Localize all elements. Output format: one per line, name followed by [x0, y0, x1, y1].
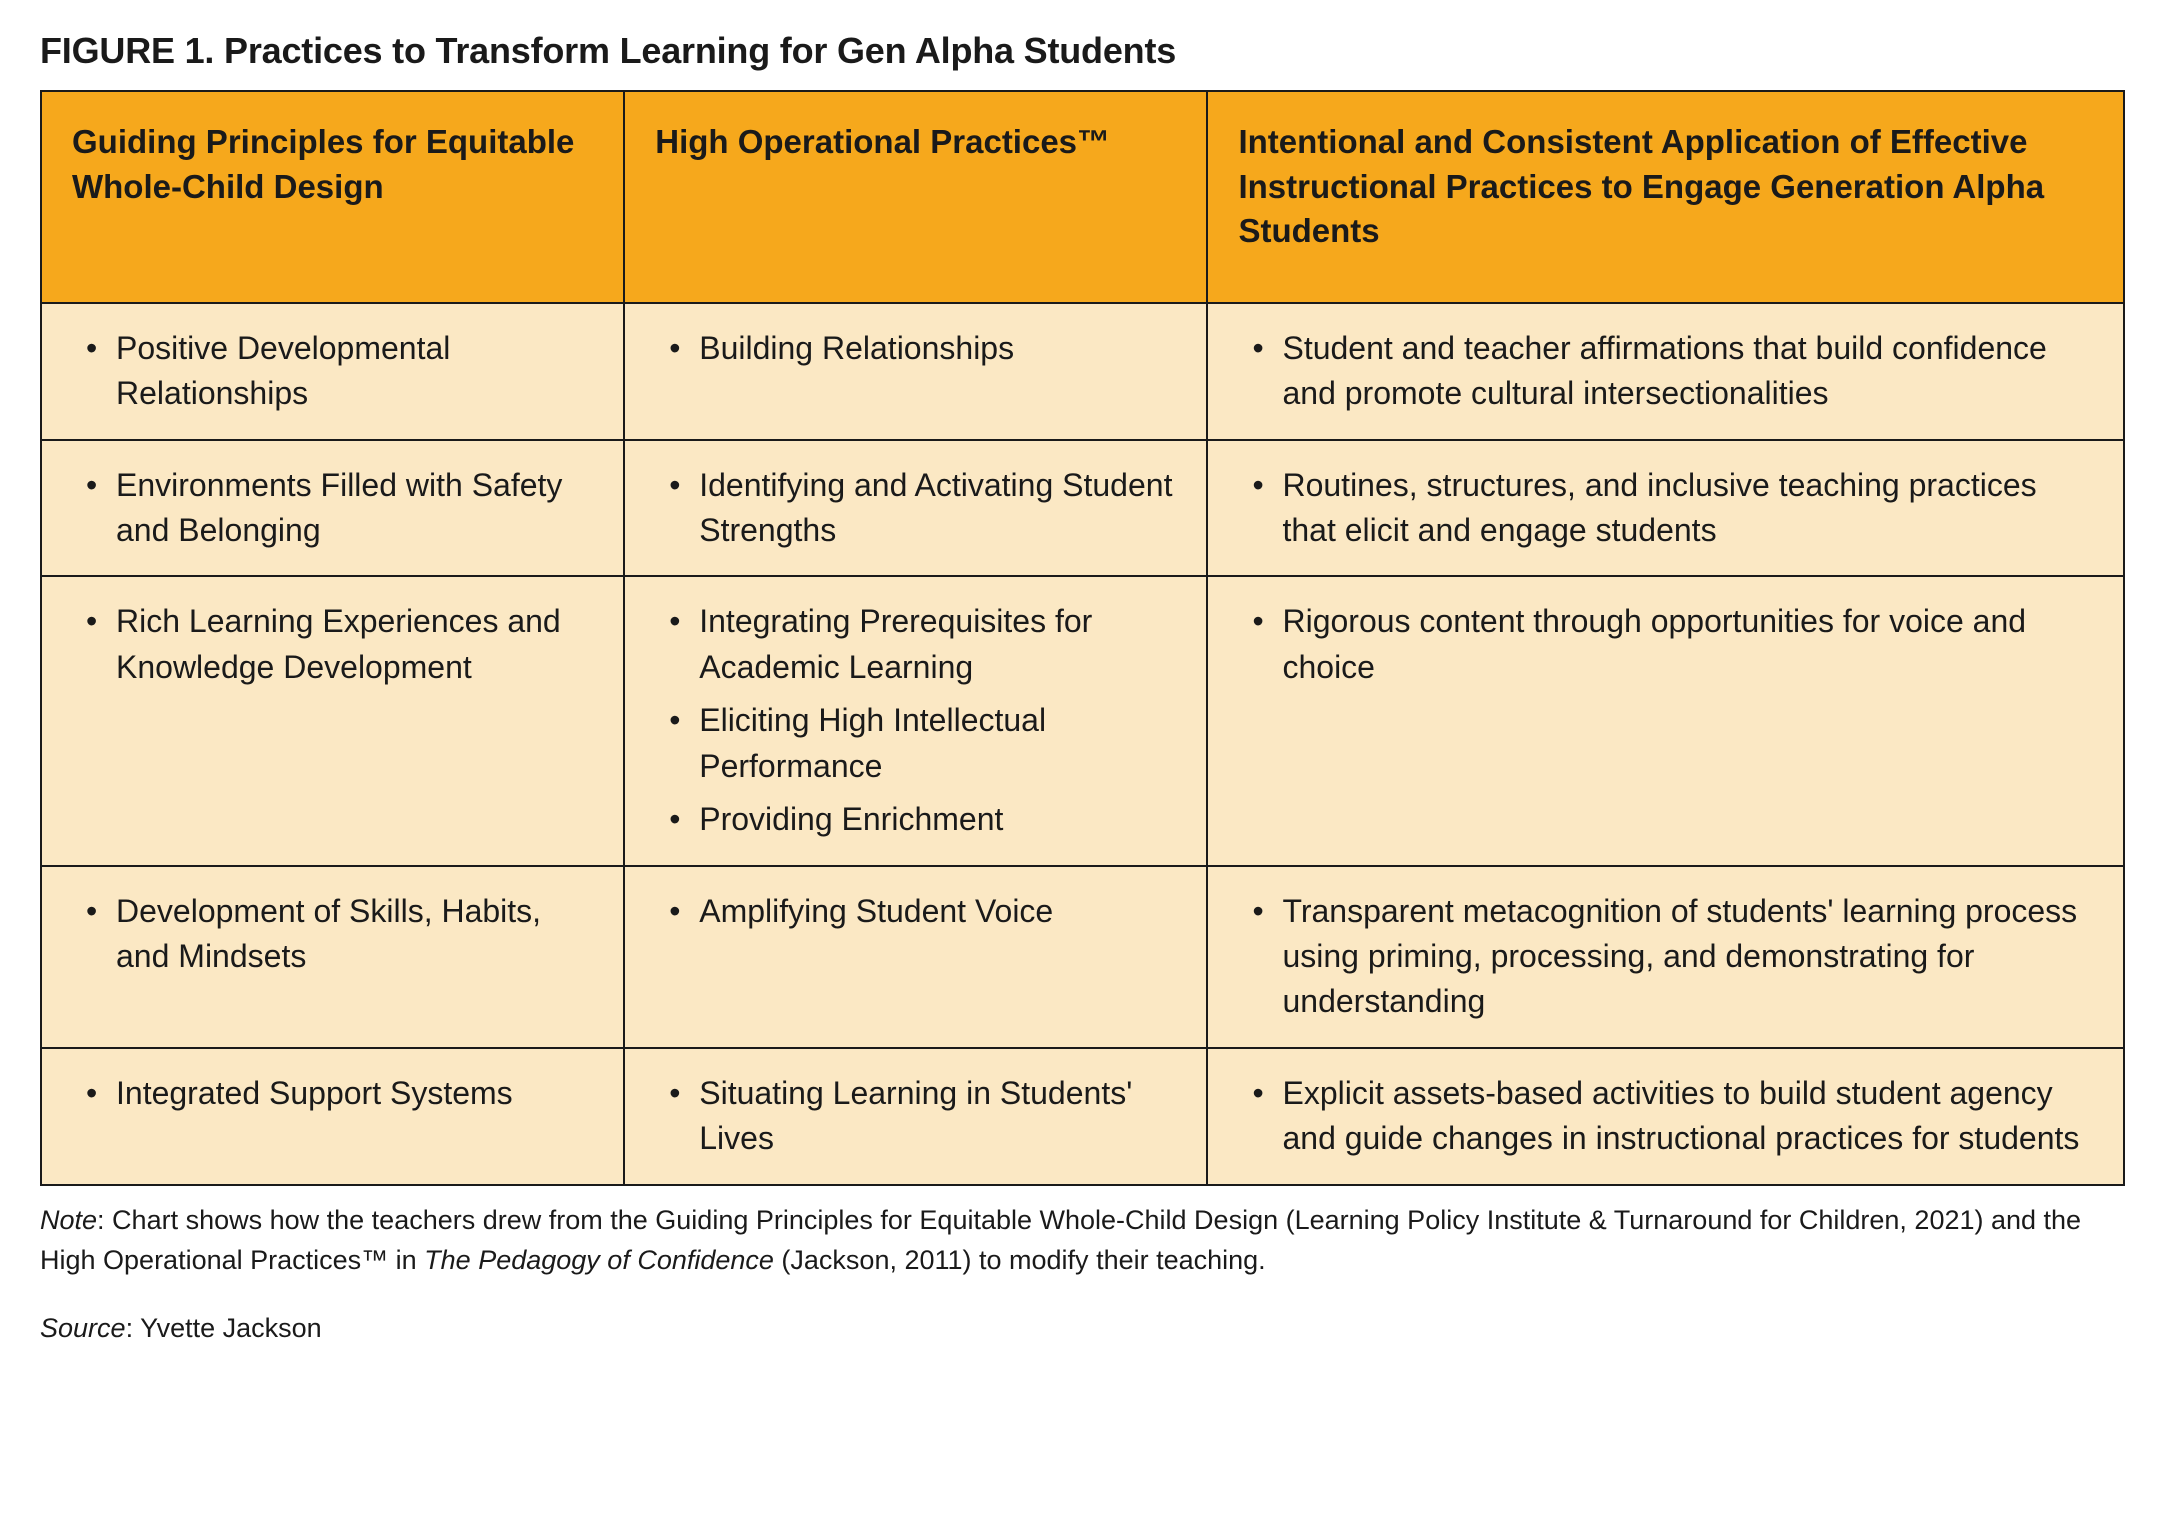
- table-row: Development of Skills, Habits, and Minds…: [41, 866, 2124, 1048]
- table-header: Guiding Principles for Equitable Whole-C…: [41, 91, 2124, 303]
- cell-list: Amplifying Student Voice: [655, 889, 1176, 934]
- cell-practices: Building Relationships: [624, 303, 1207, 440]
- list-item: Environments Filled with Safety and Belo…: [72, 463, 593, 554]
- note-text-post: (Jackson, 2011) to modify their teaching…: [774, 1245, 1266, 1275]
- cell-application: Rigorous content through opportunities f…: [1207, 576, 2124, 865]
- list-item: Integrating Prerequisites for Academic L…: [655, 599, 1176, 690]
- list-item: Routines, structures, and inclusive teac…: [1238, 463, 2093, 554]
- col-header-application: Intentional and Consistent Application o…: [1207, 91, 2124, 303]
- table-header-row: Guiding Principles for Equitable Whole-C…: [41, 91, 2124, 303]
- cell-list: Integrated Support Systems: [72, 1071, 593, 1116]
- cell-list: Integrating Prerequisites for Academic L…: [655, 599, 1176, 842]
- col-header-principles: Guiding Principles for Equitable Whole-C…: [41, 91, 624, 303]
- cell-list: Rigorous content through opportunities f…: [1238, 599, 2093, 690]
- source-label: Source: [40, 1313, 126, 1343]
- cell-list: Identifying and Activating Student Stren…: [655, 463, 1176, 554]
- figure-source: Source: Yvette Jackson: [40, 1308, 2125, 1349]
- cell-list: Building Relationships: [655, 326, 1176, 371]
- cell-list: Routines, structures, and inclusive teac…: [1238, 463, 2093, 554]
- list-item: Development of Skills, Habits, and Minds…: [72, 889, 593, 980]
- table-row: Positive Developmental Relationships Bui…: [41, 303, 2124, 440]
- cell-principles: Environments Filled with Safety and Belo…: [41, 440, 624, 577]
- cell-list: Explicit assets-based activities to buil…: [1238, 1071, 2093, 1162]
- table-row: Environments Filled with Safety and Belo…: [41, 440, 2124, 577]
- list-item: Amplifying Student Voice: [655, 889, 1176, 934]
- list-item: Situating Learning in Students' Lives: [655, 1071, 1176, 1162]
- list-item: Rigorous content through opportunities f…: [1238, 599, 2093, 690]
- list-item: Eliciting High Intellectual Performance: [655, 698, 1176, 789]
- col-header-practices: High Operational Practices™: [624, 91, 1207, 303]
- list-item: Providing Enrichment: [655, 797, 1176, 842]
- cell-principles: Rich Learning Experiences and Knowledge …: [41, 576, 624, 865]
- cell-list: Environments Filled with Safety and Belo…: [72, 463, 593, 554]
- cell-practices: Integrating Prerequisites for Academic L…: [624, 576, 1207, 865]
- list-item: Integrated Support Systems: [72, 1071, 593, 1116]
- cell-application: Routines, structures, and inclusive teac…: [1207, 440, 2124, 577]
- note-work-title: The Pedagogy of Confidence: [424, 1245, 774, 1275]
- list-item: Rich Learning Experiences and Knowledge …: [72, 599, 593, 690]
- cell-list: Rich Learning Experiences and Knowledge …: [72, 599, 593, 690]
- table-body: Positive Developmental Relationships Bui…: [41, 303, 2124, 1185]
- cell-list: Positive Developmental Relationships: [72, 326, 593, 417]
- cell-practices: Situating Learning in Students' Lives: [624, 1048, 1207, 1185]
- cell-application: Transparent metacognition of students' l…: [1207, 866, 2124, 1048]
- figure-title: FIGURE 1. Practices to Transform Learnin…: [40, 30, 2125, 72]
- cell-list: Situating Learning in Students' Lives: [655, 1071, 1176, 1162]
- cell-principles: Positive Developmental Relationships: [41, 303, 624, 440]
- figure-note: Note: Chart shows how the teachers drew …: [40, 1200, 2125, 1281]
- list-item: Identifying and Activating Student Stren…: [655, 463, 1176, 554]
- cell-application: Explicit assets-based activities to buil…: [1207, 1048, 2124, 1185]
- note-label: Note: [40, 1205, 97, 1235]
- cell-list: Student and teacher affirmations that bu…: [1238, 326, 2093, 417]
- cell-principles: Development of Skills, Habits, and Minds…: [41, 866, 624, 1048]
- cell-practices: Amplifying Student Voice: [624, 866, 1207, 1048]
- cell-list: Transparent metacognition of students' l…: [1238, 889, 2093, 1025]
- list-item: Explicit assets-based activities to buil…: [1238, 1071, 2093, 1162]
- list-item: Building Relationships: [655, 326, 1176, 371]
- list-item: Student and teacher affirmations that bu…: [1238, 326, 2093, 417]
- table-row: Integrated Support Systems Situating Lea…: [41, 1048, 2124, 1185]
- table-row: Rich Learning Experiences and Knowledge …: [41, 576, 2124, 865]
- cell-list: Development of Skills, Habits, and Minds…: [72, 889, 593, 980]
- cell-principles: Integrated Support Systems: [41, 1048, 624, 1185]
- list-item: Positive Developmental Relationships: [72, 326, 593, 417]
- figure-page: FIGURE 1. Practices to Transform Learnin…: [0, 0, 2165, 1415]
- list-item: Transparent metacognition of students' l…: [1238, 889, 2093, 1025]
- practices-table: Guiding Principles for Equitable Whole-C…: [40, 90, 2125, 1186]
- cell-application: Student and teacher affirmations that bu…: [1207, 303, 2124, 440]
- cell-practices: Identifying and Activating Student Stren…: [624, 440, 1207, 577]
- source-text: : Yvette Jackson: [126, 1313, 322, 1343]
